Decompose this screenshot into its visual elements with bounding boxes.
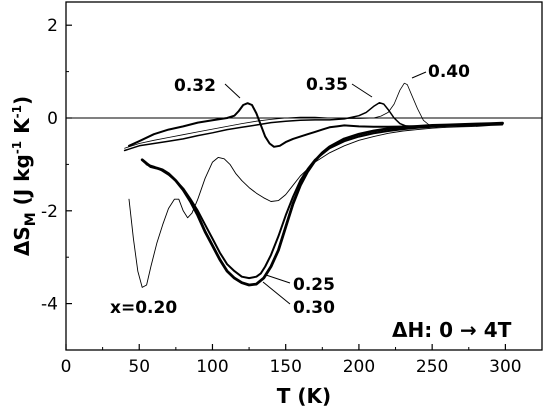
x-tick-label-250: 250 xyxy=(416,357,448,377)
y-axis-label: ΔSM (J kg-1 K-1) xyxy=(10,96,39,256)
series-label-0.35: 0.35 xyxy=(306,75,348,95)
x-tick-label-150: 150 xyxy=(269,357,301,377)
delta-h-annotation: ΔH: 0 → 4T xyxy=(392,318,512,342)
axis-ticks: 0 50 100 150 200 250 300 2 0 -2 -4 xyxy=(41,16,522,377)
y-axis-label-sup1: -1 xyxy=(10,141,24,154)
x-tick-label-0: 0 xyxy=(61,357,72,377)
y-axis-label-sub: M xyxy=(23,212,39,226)
series-line-0.35 xyxy=(123,101,504,152)
series-group xyxy=(123,82,504,288)
leader-line-0.30 xyxy=(262,281,291,305)
y-axis-label-main: ΔS xyxy=(10,226,34,256)
series-label-0.25: 0.25 xyxy=(293,275,335,295)
leader-line-0.40 xyxy=(411,71,427,79)
series-label-0.20: x=0.20 xyxy=(110,298,177,318)
y-tick-label--4: -4 xyxy=(41,295,58,315)
plot-frame xyxy=(65,1,543,351)
series-line-0.40 xyxy=(124,82,503,149)
y-tick-label-2: 2 xyxy=(47,16,58,36)
x-axis-label: T (K) xyxy=(277,384,331,408)
series-line-0.32 xyxy=(128,102,504,148)
leader-line-0.32 xyxy=(224,83,241,99)
leader-line-0.25 xyxy=(265,274,291,284)
series-label-0.40: 0.40 xyxy=(428,62,470,82)
y-tick-label-0: 0 xyxy=(47,109,58,129)
y-axis-label-units-pre: (J kg xyxy=(10,154,34,212)
series-line-0.20 xyxy=(128,124,503,288)
y-tick-label--2: -2 xyxy=(41,202,58,222)
y-axis-label-units-mid: K xyxy=(10,117,34,141)
x-tick-label-200: 200 xyxy=(343,357,375,377)
series-label-0.32: 0.32 xyxy=(174,76,216,96)
series-label-0.30: 0.30 xyxy=(293,298,335,318)
leader-line-0.35 xyxy=(351,83,373,98)
x-tick-label-50: 50 xyxy=(128,357,150,377)
x-tick-label-300: 300 xyxy=(489,357,521,377)
y-axis-label-sup2: -1 xyxy=(10,105,24,118)
series-line-0.25 xyxy=(145,123,504,280)
y-axis-label-units-post: ) xyxy=(10,96,34,105)
x-tick-label-100: 100 xyxy=(196,357,228,377)
